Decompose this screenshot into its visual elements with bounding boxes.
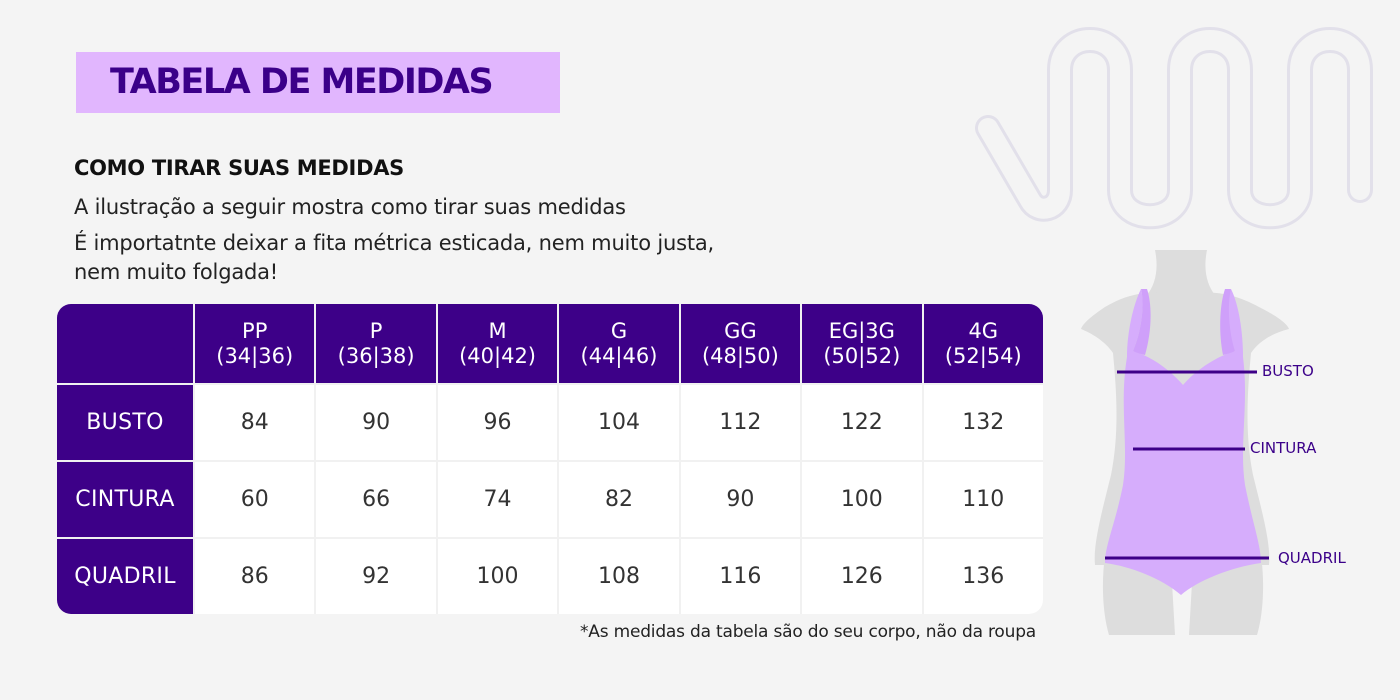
column-range: (34|36) [216,343,294,368]
column-size: P [369,318,383,343]
table-cell: 74 [437,462,558,537]
row-header-busto: BUSTO [57,385,193,460]
column-header: 4G (52|54) [923,304,1043,383]
table-cell: 60 [195,462,315,537]
size-table: PP (34|36) P (36|38) M (40|42) G (44|46) GG(… [57,304,1043,614]
table-cell: 90 [316,385,436,460]
table-cell: 66 [316,462,436,537]
wave-decoration-icon [975,27,1373,230]
table-cell: 112 [680,385,801,460]
column-size: GG [724,318,757,343]
column-header: PP (34|36) [195,304,315,383]
row-header-quadril: QUADRIL [57,539,193,614]
column-size: PP [242,318,268,343]
table-header-row: PP (34|36) P (36|38) M (40|42) G (44|46) GG(… [57,304,1043,383]
column-size: M [488,318,507,343]
page-title: TABELA DE MEDIDAS [110,62,494,102]
column-header: M (40|42) [437,304,558,383]
column-range: (36|38) [337,343,415,368]
row-header-cintura: CINTURA [57,462,193,537]
column-size: EG|3G [828,318,895,343]
description-line: nem muito folgada! [74,260,279,284]
table-corner-cell [57,304,193,383]
table-cell: 104 [559,385,679,460]
table-row: QUADRIL 86 92 100 108 116 126 136 [57,539,1043,614]
table-footnote: *As medidas da tabela são do seu corpo, … [580,622,1036,642]
table-cell: 82 [559,462,679,537]
table-row: CINTURA 60 66 74 82 90 100 110 [57,462,1043,537]
label-cintura: CINTURA [1250,439,1317,457]
table-cell: 110 [923,462,1043,537]
column-range: (44|46) [580,343,658,368]
section-subtitle: COMO TIRAR SUAS MEDIDAS [74,156,404,180]
table-row: BUSTO 84 90 96 104 112 122 132 [57,385,1043,460]
table-cell: 92 [316,539,436,614]
table-cell: 100 [802,462,922,537]
column-header: P (36|38) [316,304,436,383]
label-busto: BUSTO [1262,362,1314,380]
column-range: (48|50) [701,343,779,368]
table-cell: 84 [195,385,315,460]
table-cell: 96 [437,385,558,460]
column-header: GG (48|50) [680,304,801,383]
table-cell: 126 [802,539,922,614]
column-range: (40|42) [459,343,536,368]
column-header: EG|3G (50|52) [802,304,922,383]
table-cell: 132 [923,385,1043,460]
table-cell: 90 [680,462,801,537]
table-cell: 136 [923,539,1043,614]
table-cell: 116 [680,539,801,614]
column-size: 4G [968,318,999,343]
mannequin-illustration: BUSTO CINTURA QUADRIL [1075,245,1400,645]
table-cell: 86 [195,539,315,614]
mannequin-svg [1081,250,1289,635]
table-cell: 122 [802,385,922,460]
description-line: É importatnte deixar a fita métrica esti… [74,231,715,255]
size-table-grid: PP (34|36) P (36|38) M (40|42) G (44|46) GG(… [57,304,1043,614]
column-range: (52|54) [944,343,1022,368]
column-header: G (44|46) [559,304,679,383]
description-line: A ilustração a seguir mostra como tirar … [74,195,626,219]
table-cell: 108 [559,539,679,614]
table-cell: 100 [437,539,558,614]
title-banner [76,52,560,113]
column-size: G [610,318,628,343]
label-quadril: QUADRIL [1278,549,1346,567]
column-range: (50|52) [823,343,901,368]
